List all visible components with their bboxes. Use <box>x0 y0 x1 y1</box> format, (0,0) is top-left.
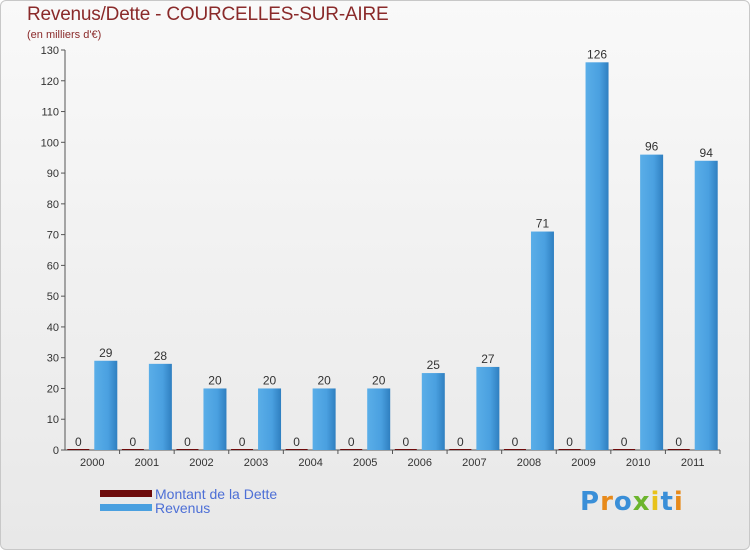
y-tick-label: 70 <box>47 230 59 242</box>
x-tick-label: 2007 <box>462 457 486 469</box>
x-tick-label: 2000 <box>80 457 104 469</box>
x-tick-label: 2005 <box>353 457 377 469</box>
y-tick-label: 50 <box>47 291 59 303</box>
logo-letter: r <box>600 487 614 517</box>
bar-dette <box>340 449 363 450</box>
y-tick-label: 10 <box>47 414 59 426</box>
x-tick-label: 2008 <box>517 457 541 469</box>
y-tick-label: 20 <box>47 383 59 395</box>
data-label-revenus: 27 <box>481 352 495 366</box>
bar-dette <box>558 449 581 450</box>
bar-dette <box>121 449 144 450</box>
legend-swatch-revenus <box>100 504 152 511</box>
data-label-dette: 0 <box>239 435 246 449</box>
data-label-dette: 0 <box>402 435 409 449</box>
bars <box>67 62 718 451</box>
bar-revenus <box>585 62 609 451</box>
bar-revenus <box>476 366 500 450</box>
bar-dette <box>285 449 308 450</box>
data-label-revenus: 20 <box>208 373 222 387</box>
data-label-revenus: 94 <box>700 146 714 160</box>
bar-dette <box>67 449 90 450</box>
bar-revenus <box>421 373 445 450</box>
data-label-revenus: 28 <box>154 349 168 363</box>
bar-revenus <box>148 363 172 450</box>
legend-label-dette: Montant de la Dette <box>155 486 278 502</box>
x-tick-label: 2003 <box>244 457 268 469</box>
data-label-dette: 0 <box>675 435 682 449</box>
y-tick-label: 80 <box>47 199 59 211</box>
bar-dette <box>449 449 472 450</box>
bar-revenus <box>258 388 282 450</box>
x-tick-label: 2002 <box>189 457 213 469</box>
bar-revenus <box>530 231 554 450</box>
bar-revenus <box>312 388 336 450</box>
data-label-revenus: 29 <box>99 346 113 360</box>
bar-revenus <box>94 360 118 450</box>
data-label-dette: 0 <box>512 435 519 449</box>
y-tick-label: 60 <box>47 260 59 272</box>
x-tick-label: 2001 <box>135 457 159 469</box>
data-label-dette: 0 <box>457 435 464 449</box>
bar-dette <box>667 449 690 450</box>
legend-swatch-dette <box>100 490 152 497</box>
y-tick-label: 110 <box>41 107 59 119</box>
legend-label-revenus: Revenus <box>155 500 211 516</box>
bar-revenus <box>367 388 391 450</box>
proxiti-logo: Proxiti <box>580 487 684 517</box>
data-label-dette: 0 <box>130 435 137 449</box>
data-label-revenus: 25 <box>427 358 441 372</box>
bar-dette <box>613 449 636 450</box>
x-tick-label: 2004 <box>298 457 322 469</box>
data-label-revenus: 20 <box>317 373 331 387</box>
y-tick-label: 120 <box>41 76 59 88</box>
logo-letter: x <box>632 487 651 517</box>
bar-dette <box>503 449 526 450</box>
data-label-revenus: 20 <box>372 373 386 387</box>
bar-revenus <box>694 160 718 450</box>
y-tick-label: 40 <box>47 322 59 334</box>
logo-letter: i <box>650 487 661 517</box>
x-tick-label: 2010 <box>626 457 650 469</box>
y-tick-label: 130 <box>41 45 59 57</box>
data-label-dette: 0 <box>75 435 82 449</box>
logo-letter: i <box>673 487 684 517</box>
data-label-dette: 0 <box>184 435 191 449</box>
data-labels: 0 29 0 28 0 20 0 20 0 20 0 20 0 25 0 27 0 71 0 126 0 96 0 94 <box>75 47 713 449</box>
data-label-dette: 0 <box>621 435 628 449</box>
chart-title: Revenus/Dette - COURCELLES-SUR-AIRE <box>27 4 389 25</box>
bar-dette <box>231 449 254 450</box>
logo-letter: o <box>613 487 633 517</box>
y-tick-label: 100 <box>41 137 59 149</box>
y-tick-label: 30 <box>47 353 59 365</box>
data-label-dette: 0 <box>293 435 300 449</box>
chart-subtitle: (en milliers d'€) <box>27 29 102 41</box>
data-label-dette: 0 <box>566 435 573 449</box>
data-label-revenus: 126 <box>587 47 607 61</box>
data-label-revenus: 96 <box>645 140 659 154</box>
x-tick-label: 2011 <box>681 457 705 469</box>
logo-letter: P <box>580 487 601 517</box>
y-tick-label: 0 <box>53 445 59 457</box>
data-label-revenus: 71 <box>536 217 550 231</box>
data-label-revenus: 20 <box>263 373 277 387</box>
y-tick-label: 90 <box>47 168 59 180</box>
x-tick-label: 2009 <box>571 457 595 469</box>
bar-revenus <box>640 154 664 450</box>
logo-letter: t <box>660 487 674 517</box>
bar-dette <box>176 449 199 450</box>
x-tick-label: 2006 <box>408 457 432 469</box>
bar-dette <box>394 449 417 450</box>
bar-revenus <box>203 388 227 450</box>
data-label-dette: 0 <box>348 435 355 449</box>
